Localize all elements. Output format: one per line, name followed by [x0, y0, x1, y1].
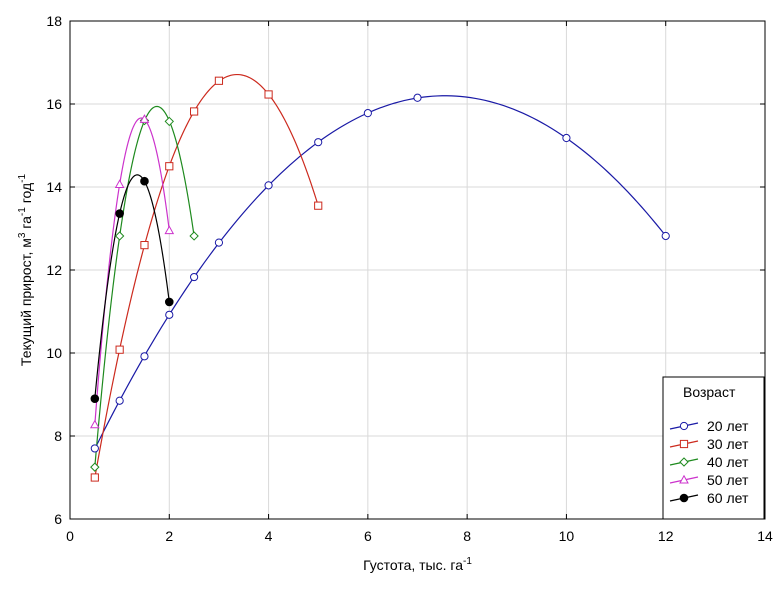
y-tick-label: 18 [46, 13, 62, 29]
y-tick-label: 10 [46, 345, 62, 361]
series-5-point [165, 298, 173, 306]
series-5-point [141, 177, 149, 185]
series-4-point [165, 226, 173, 233]
series-1-point [116, 397, 123, 404]
series-2-point [166, 163, 173, 170]
legend-marker-1 [680, 422, 687, 429]
x-axis-label: Густота, тыс. га-1 [363, 556, 472, 573]
series-3-point [165, 117, 173, 125]
x-tick-label: 14 [757, 528, 773, 544]
series-2-point [91, 474, 98, 481]
legend-label-4: 50 лет [707, 472, 749, 488]
series-markers [91, 77, 669, 481]
series-5-point [91, 395, 99, 403]
series-1-point [265, 182, 272, 189]
series-1-point [364, 110, 371, 117]
x-tick-label: 8 [463, 528, 471, 544]
x-tick-label: 10 [559, 528, 575, 544]
series-2-point [116, 346, 123, 353]
x-tick-label: 12 [658, 528, 674, 544]
legend-marker-2 [680, 440, 687, 447]
x-tick-label: 4 [265, 528, 273, 544]
x-tick-label: 2 [165, 528, 173, 544]
legend-label-3: 40 лет [707, 454, 749, 470]
x-tick-label: 6 [364, 528, 372, 544]
series-1-point [141, 353, 148, 360]
legend-label-5: 60 лет [707, 490, 749, 506]
series-2-point [215, 77, 222, 84]
series-1-point [315, 139, 322, 146]
series-4-point [116, 180, 124, 187]
legend-marker-5 [680, 494, 688, 502]
y-tick-label: 8 [54, 428, 62, 444]
series-1-point [91, 445, 98, 452]
series-2-point [191, 108, 198, 115]
series-line-1 [95, 96, 666, 449]
y-axis-label: Текущий прирост, м3 га-1 год-1 [17, 174, 34, 367]
y-tick-label: 12 [46, 262, 62, 278]
series-1-point [563, 134, 570, 141]
legend: Возраст 20 лет 30 лет 40 лет 50 лет 60 лет [663, 377, 764, 519]
legend-label-1: 20 лет [707, 418, 749, 434]
series-1-point [215, 239, 222, 246]
series-line-5 [95, 175, 169, 399]
series-2-point [141, 242, 148, 249]
legend-label-2: 30 лет [707, 436, 749, 452]
series-5-point [116, 210, 124, 218]
y-tick-label: 6 [54, 511, 62, 527]
x-tick-label: 0 [66, 528, 74, 544]
series-1-point [662, 232, 669, 239]
series-1-point [191, 273, 198, 280]
legend-title: Возраст [683, 384, 736, 400]
y-tick-label: 16 [46, 96, 62, 112]
series-line-2 [95, 75, 318, 478]
series-2-point [315, 202, 322, 209]
series-2-point [265, 91, 272, 98]
series-1-point [166, 311, 173, 318]
series-3-point [190, 232, 198, 240]
series-3-point [116, 232, 124, 240]
series-curves [95, 75, 666, 478]
series-4-point [91, 421, 99, 428]
series-line-3 [95, 106, 194, 467]
y-tick-label: 14 [46, 179, 62, 195]
series-1-point [414, 94, 421, 101]
